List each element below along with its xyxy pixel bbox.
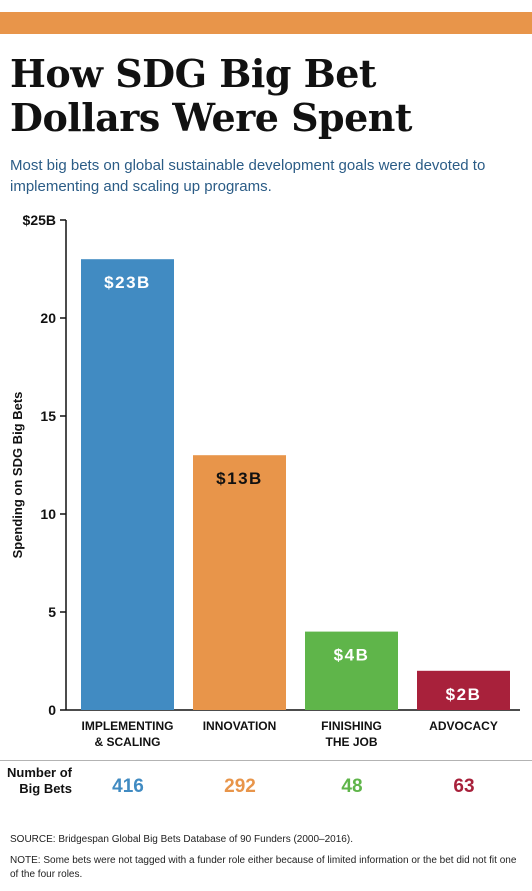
x-category-label: INNOVATION: [203, 719, 277, 733]
big-bets-count-advocacy: 63: [453, 776, 475, 797]
y-axis-title: Spending on SDG Big Bets: [10, 392, 25, 559]
top-accent-bar: [0, 12, 532, 34]
bar-value-label: $2B: [446, 685, 482, 704]
footnote: NOTE: Some bets were not tagged with a f…: [10, 855, 517, 880]
y-tick-label: 10: [40, 506, 56, 522]
bar-3: [417, 670, 510, 710]
big-bets-row-label: Number of Big Bets: [7, 765, 72, 796]
separator-line: [0, 760, 532, 761]
chart-title: How SDG Big Bet Dollars Were Spent: [10, 51, 413, 140]
bar-1: [193, 455, 286, 710]
source-note: SOURCE: Bridgespan Global Big Bets Datab…: [10, 834, 353, 845]
big-bets-count-innovation: 292: [224, 776, 256, 797]
y-tick-label: 15: [40, 408, 56, 424]
x-category-label: IMPLEMENTING & SCALING: [82, 719, 174, 749]
bar-0: [81, 259, 174, 710]
x-category-label: ADVOCACY: [429, 719, 498, 733]
big-bets-count-implementing: 416: [112, 776, 144, 797]
bar-2: [305, 631, 398, 710]
x-category-label: FINISHING THE JOB: [321, 719, 382, 749]
bar-chart: 0 5 10 15 20 $25B Spending on SDG Big Bets $23B…: [10, 212, 520, 749]
chart-subtitle: Most big bets on global sustainable deve…: [10, 157, 486, 195]
bar-value-label: $4B: [334, 646, 370, 665]
y-tick-label: 5: [48, 604, 56, 620]
bar-value-label: $23B: [104, 273, 151, 292]
y-tick-label: $25B: [23, 212, 56, 228]
y-tick-label: 0: [48, 702, 56, 718]
bar-value-label: $13B: [216, 469, 263, 488]
y-tick-label: 20: [40, 310, 56, 326]
big-bets-count-finishing: 48: [341, 776, 363, 797]
